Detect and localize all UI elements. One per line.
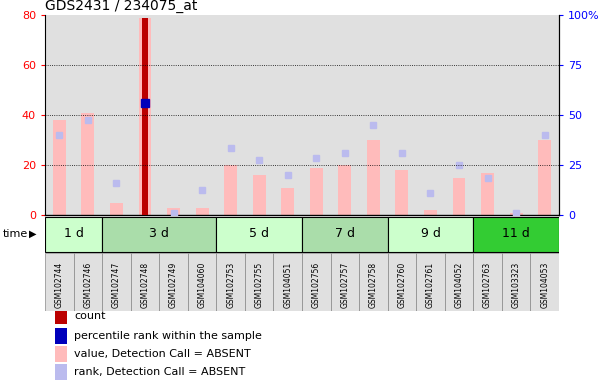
Text: 5 d: 5 d <box>249 227 269 240</box>
Bar <box>74 253 102 311</box>
Text: time: time <box>3 229 28 239</box>
Bar <box>538 140 551 215</box>
Bar <box>416 15 445 215</box>
Text: GSM102747: GSM102747 <box>112 262 121 308</box>
Text: count: count <box>75 311 106 321</box>
Text: GSM102746: GSM102746 <box>84 262 93 308</box>
Bar <box>474 15 502 215</box>
Bar <box>530 253 559 311</box>
Bar <box>273 253 302 311</box>
Bar <box>196 207 209 215</box>
Bar <box>142 18 148 215</box>
Text: GSM102756: GSM102756 <box>312 262 321 308</box>
Bar <box>245 253 273 311</box>
Bar <box>188 15 216 215</box>
Bar <box>188 253 216 311</box>
Bar <box>281 187 294 215</box>
Text: GSM104060: GSM104060 <box>198 262 207 308</box>
Text: GSM104053: GSM104053 <box>540 262 549 308</box>
Bar <box>424 210 437 215</box>
Text: GSM102763: GSM102763 <box>483 262 492 308</box>
Bar <box>388 15 416 215</box>
Text: percentile rank within the sample: percentile rank within the sample <box>75 331 262 341</box>
Bar <box>302 217 388 252</box>
Bar <box>245 15 273 215</box>
Bar <box>273 15 302 215</box>
Text: GSM102748: GSM102748 <box>141 262 150 308</box>
Bar <box>331 15 359 215</box>
Text: 3 d: 3 d <box>149 227 169 240</box>
Bar <box>338 165 351 215</box>
Bar <box>159 15 188 215</box>
Bar <box>331 253 359 311</box>
Bar <box>253 175 266 215</box>
Text: GSM103323: GSM103323 <box>511 262 520 308</box>
Text: ▶: ▶ <box>29 229 36 239</box>
Bar <box>55 346 67 362</box>
Text: GSM102744: GSM102744 <box>55 262 64 308</box>
Bar <box>102 253 130 311</box>
Bar <box>102 217 216 252</box>
Text: GSM104052: GSM104052 <box>454 262 463 308</box>
Text: GDS2431 / 234075_at: GDS2431 / 234075_at <box>45 0 198 13</box>
Text: GSM102757: GSM102757 <box>340 262 349 308</box>
Bar <box>216 15 245 215</box>
Bar <box>502 15 530 215</box>
Bar <box>102 15 130 215</box>
Text: 1 d: 1 d <box>64 227 84 240</box>
Bar <box>395 170 408 215</box>
Bar <box>45 15 74 215</box>
Bar <box>131 253 159 311</box>
Bar <box>310 167 323 215</box>
Bar <box>502 253 530 311</box>
Text: GSM102755: GSM102755 <box>255 262 264 308</box>
Bar <box>74 15 102 215</box>
Bar <box>131 15 159 215</box>
Text: GSM102749: GSM102749 <box>169 262 178 308</box>
Bar <box>445 15 474 215</box>
Text: GSM102761: GSM102761 <box>426 262 435 308</box>
Bar <box>445 253 474 311</box>
Text: GSM102758: GSM102758 <box>369 262 378 308</box>
Bar <box>530 15 559 215</box>
Text: 11 d: 11 d <box>502 227 530 240</box>
Bar <box>302 253 331 311</box>
Text: GSM102753: GSM102753 <box>226 262 235 308</box>
Bar <box>110 203 123 215</box>
Text: GSM104051: GSM104051 <box>283 262 292 308</box>
Bar <box>55 364 67 380</box>
Bar <box>224 165 237 215</box>
Bar <box>159 253 188 311</box>
Bar <box>388 217 474 252</box>
Bar <box>359 15 388 215</box>
Text: 7 d: 7 d <box>335 227 355 240</box>
Text: value, Detection Call = ABSENT: value, Detection Call = ABSENT <box>75 349 251 359</box>
Bar <box>139 18 151 215</box>
Bar <box>45 217 102 252</box>
Bar <box>55 308 67 324</box>
Bar <box>45 253 74 311</box>
Bar <box>474 253 502 311</box>
Bar <box>359 253 388 311</box>
Text: GSM102760: GSM102760 <box>397 262 406 308</box>
Bar <box>453 177 465 215</box>
Bar <box>55 328 67 344</box>
Bar <box>474 217 559 252</box>
Bar <box>53 120 66 215</box>
Bar <box>388 253 416 311</box>
Bar <box>302 15 331 215</box>
Bar <box>216 217 302 252</box>
Bar <box>481 172 494 215</box>
Text: 9 d: 9 d <box>421 227 441 240</box>
Text: rank, Detection Call = ABSENT: rank, Detection Call = ABSENT <box>75 367 246 377</box>
Bar <box>82 113 94 215</box>
Bar <box>510 212 522 215</box>
Bar <box>167 207 180 215</box>
Bar <box>416 253 445 311</box>
Bar <box>216 253 245 311</box>
Bar <box>367 140 380 215</box>
